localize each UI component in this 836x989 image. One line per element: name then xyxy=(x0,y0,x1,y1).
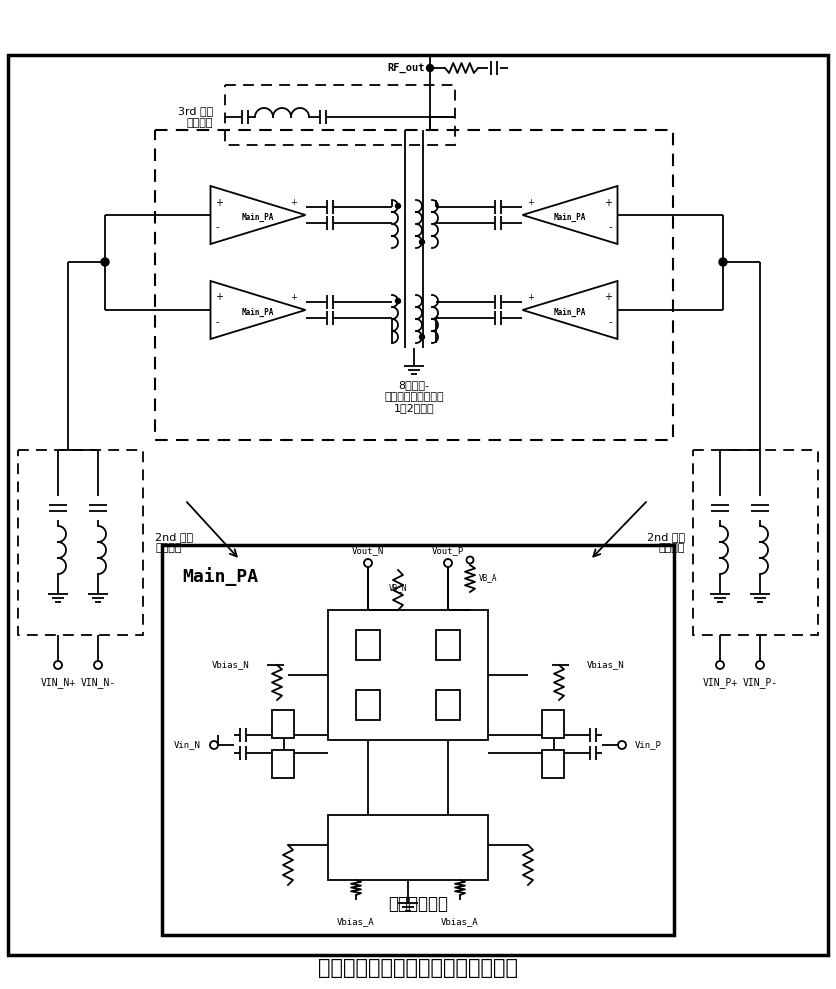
Text: Vbias_N: Vbias_N xyxy=(586,661,624,670)
Circle shape xyxy=(395,204,400,209)
Circle shape xyxy=(395,299,400,304)
Text: +: + xyxy=(216,198,223,208)
Polygon shape xyxy=(211,281,305,339)
Bar xyxy=(225,85,455,145)
Bar xyxy=(542,710,564,738)
Circle shape xyxy=(54,661,62,669)
Bar xyxy=(693,450,818,635)
Text: 8路电流-
电压模式的功率合成
1：2变压器: 8路电流- 电压模式的功率合成 1：2变压器 xyxy=(385,380,444,413)
Text: Vbias_A: Vbias_A xyxy=(441,917,479,926)
Text: Vbias_N: Vbias_N xyxy=(212,661,250,670)
Circle shape xyxy=(444,559,452,567)
Text: Main_PA: Main_PA xyxy=(242,213,274,222)
Text: VB_N: VB_N xyxy=(389,583,407,592)
Text: Vin_N: Vin_N xyxy=(174,741,201,750)
Text: Vout_N: Vout_N xyxy=(352,546,384,555)
Circle shape xyxy=(420,334,425,339)
Bar xyxy=(272,750,294,778)
Circle shape xyxy=(420,239,425,244)
Text: 3rd 谐波
控制电路: 3rd 谐波 控制电路 xyxy=(178,106,213,128)
Text: VIN_N-: VIN_N- xyxy=(80,677,115,688)
Text: Main_PA: Main_PA xyxy=(553,308,586,316)
Bar xyxy=(18,450,143,635)
Text: -: - xyxy=(216,317,219,327)
Text: Vout_P: Vout_P xyxy=(432,546,464,555)
Circle shape xyxy=(426,64,434,71)
Text: +: + xyxy=(290,293,298,302)
Polygon shape xyxy=(522,186,618,244)
Circle shape xyxy=(719,258,727,266)
Bar xyxy=(272,710,294,738)
Text: +: + xyxy=(528,293,534,302)
Circle shape xyxy=(210,741,218,749)
Text: Main_PA: Main_PA xyxy=(242,308,274,316)
Bar xyxy=(356,690,380,720)
Circle shape xyxy=(756,661,764,669)
Text: +: + xyxy=(528,198,534,207)
Text: +: + xyxy=(604,198,613,208)
Text: VIN_P+: VIN_P+ xyxy=(702,677,737,688)
Polygon shape xyxy=(522,281,618,339)
Circle shape xyxy=(94,661,102,669)
Text: -: - xyxy=(609,223,613,232)
Polygon shape xyxy=(211,186,305,244)
Bar xyxy=(542,750,564,778)
Text: -: - xyxy=(609,317,613,327)
Text: Vin_P: Vin_P xyxy=(635,741,662,750)
Bar xyxy=(328,610,488,740)
Text: +: + xyxy=(604,293,613,303)
Circle shape xyxy=(101,258,109,266)
Text: VIN_P-: VIN_P- xyxy=(742,677,777,688)
Text: Main_PA: Main_PA xyxy=(553,213,586,222)
Text: +: + xyxy=(216,293,223,303)
Text: Vbias_A: Vbias_A xyxy=(337,917,375,926)
Bar xyxy=(436,690,460,720)
Circle shape xyxy=(716,661,724,669)
Text: RF_out: RF_out xyxy=(388,63,425,73)
Bar xyxy=(436,630,460,660)
Bar xyxy=(162,545,674,935)
Circle shape xyxy=(466,557,473,564)
Circle shape xyxy=(364,559,372,567)
Text: 2nd 谐波
控制电路: 2nd 谐波 控制电路 xyxy=(647,532,685,553)
Bar xyxy=(328,815,488,880)
Text: Main_PA: Main_PA xyxy=(182,567,258,586)
Text: 2nd 谐波
控制电路: 2nd 谐波 控制电路 xyxy=(155,532,193,553)
Bar xyxy=(155,130,673,440)
Text: VB_A: VB_A xyxy=(479,573,497,582)
Text: 八路功率合成谐波控制功率放大电路: 八路功率合成谐波控制功率放大电路 xyxy=(318,958,518,978)
Text: +: + xyxy=(290,198,298,207)
Bar xyxy=(356,630,380,660)
Circle shape xyxy=(618,741,626,749)
Text: VIN_N+: VIN_N+ xyxy=(40,677,75,688)
Text: 功率放大单元: 功率放大单元 xyxy=(388,895,448,913)
Text: -: - xyxy=(216,223,219,232)
